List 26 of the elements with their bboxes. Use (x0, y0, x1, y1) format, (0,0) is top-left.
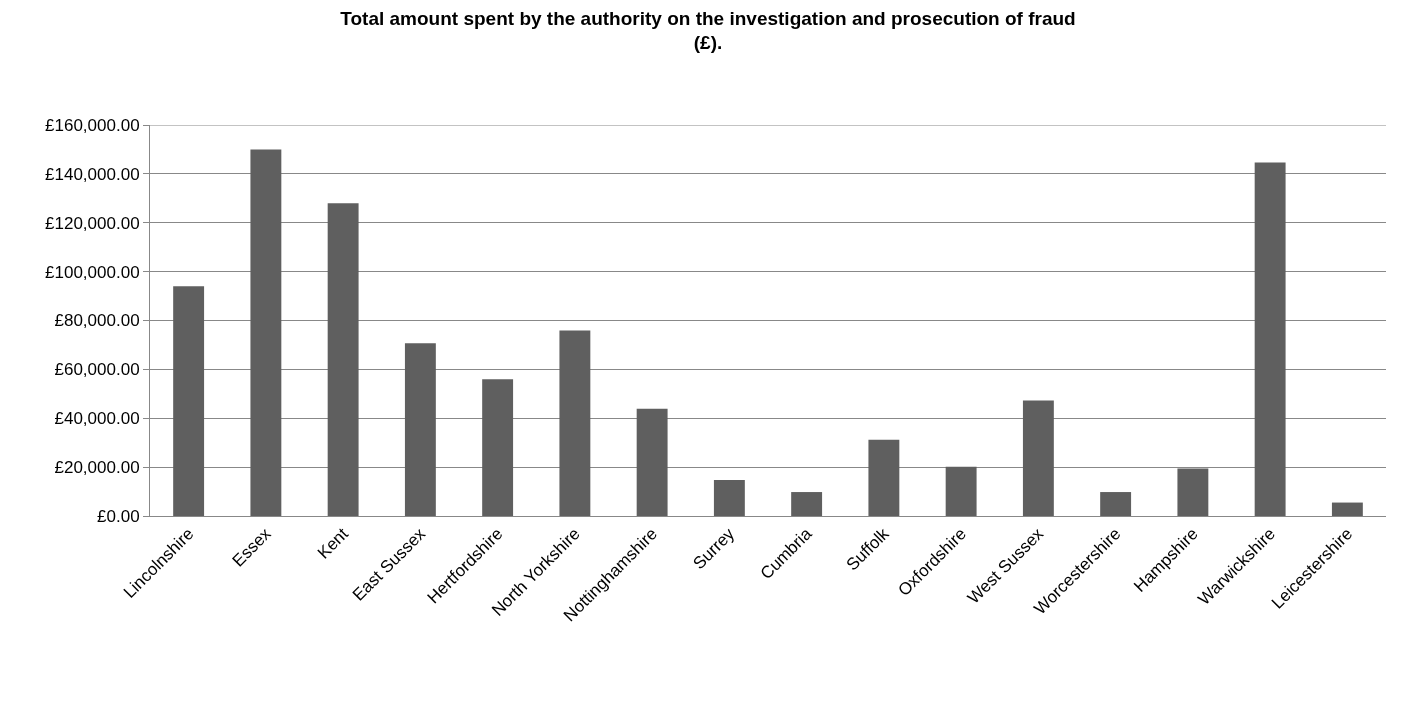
y-tick-label: £40,000.00 (54, 409, 140, 429)
y-tick-label: £160,000.00 (45, 115, 140, 135)
y-tick-label: £140,000.00 (45, 164, 140, 184)
bar (636, 408, 668, 516)
bar (1100, 492, 1132, 516)
y-tick-label: £20,000.00 (54, 458, 140, 478)
bar (559, 330, 591, 516)
bar (482, 379, 514, 516)
bar (791, 492, 823, 516)
y-tick-label: £120,000.00 (45, 213, 140, 233)
bar (945, 466, 977, 516)
y-tick-label: £100,000.00 (45, 262, 140, 282)
y-tick-label: £80,000.00 (54, 311, 140, 331)
bar (1331, 502, 1363, 516)
bar (1177, 468, 1209, 516)
bar (868, 439, 900, 516)
y-tick-label: £0.00 (97, 506, 140, 526)
bar (713, 480, 745, 516)
bar (250, 149, 282, 516)
bar (404, 343, 436, 516)
bar (173, 286, 205, 516)
y-tick-label: £60,000.00 (54, 360, 140, 380)
bar (327, 203, 359, 516)
bar (1022, 400, 1054, 516)
bar (1254, 162, 1286, 516)
chart-title: Total amount spent by the authority on the investigation and prosecution of fraud (£). (340, 7, 1076, 54)
